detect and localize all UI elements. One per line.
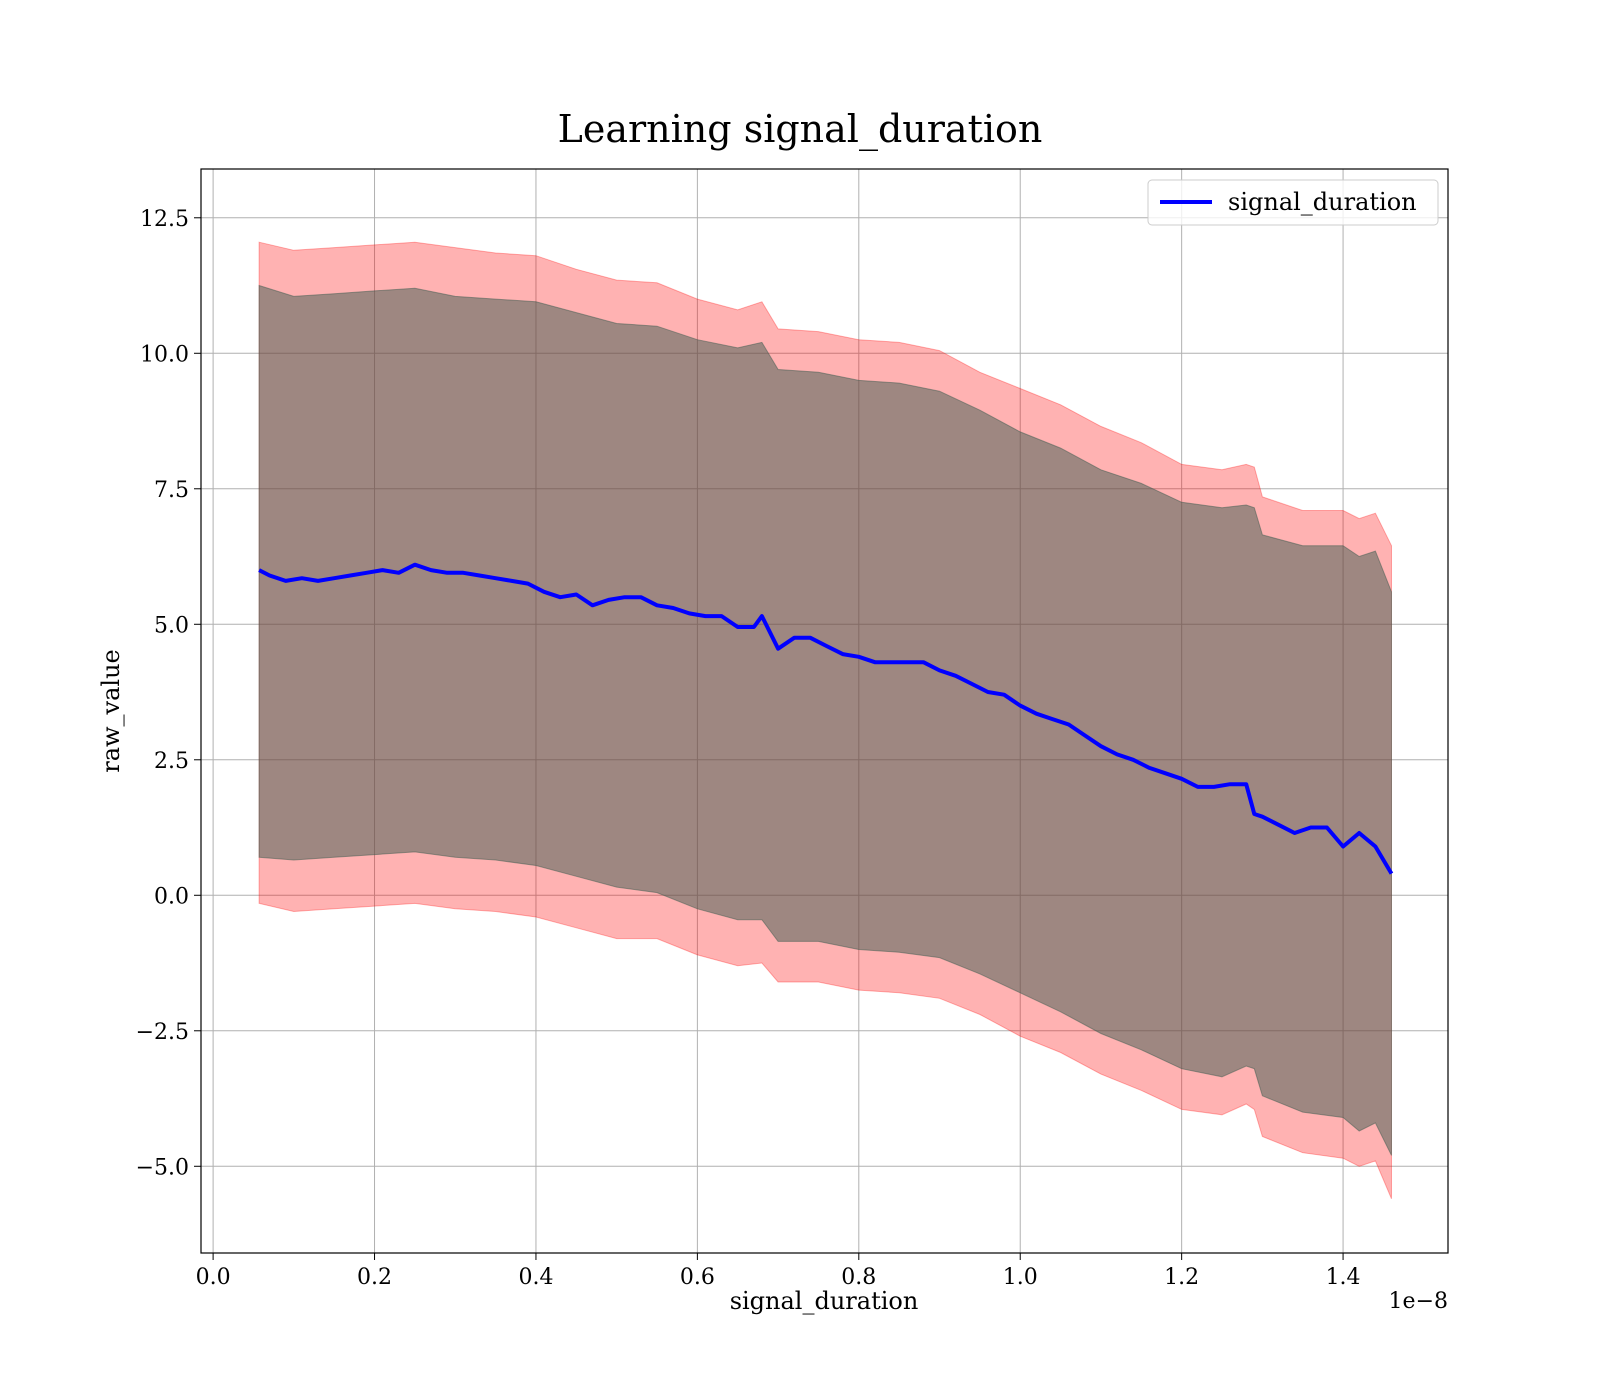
x-tick-label: 0.0 bbox=[196, 1265, 231, 1290]
legend: signal_duration bbox=[1147, 179, 1439, 226]
plot-frame bbox=[200, 168, 1449, 1254]
x-tick-label: 1.2 bbox=[1164, 1265, 1199, 1290]
x-tick-label: 0.4 bbox=[518, 1265, 553, 1290]
legend-label: signal_duration bbox=[1228, 188, 1417, 216]
x-tick-label: 1.4 bbox=[1326, 1265, 1361, 1290]
x-tick-label: 1.0 bbox=[1003, 1265, 1038, 1290]
x-axis: 0.0 0.2 0.4 0.6 0.8 1.0 1.2 1.4 bbox=[196, 1253, 1361, 1290]
series-layer bbox=[258, 562, 1394, 875]
y-tick-label: 0.0 bbox=[154, 884, 189, 909]
chart-title: Learning signal_duration bbox=[558, 107, 1043, 152]
y-tick-label: 7.5 bbox=[154, 478, 189, 503]
y-tick-label: −2.5 bbox=[136, 1020, 189, 1045]
y-tick-label: 5.0 bbox=[154, 613, 189, 638]
series-line-signal_duration bbox=[258, 562, 1394, 875]
legend-box bbox=[1147, 179, 1439, 226]
x-tick-label: 0.6 bbox=[680, 1265, 715, 1290]
band-layer bbox=[258, 241, 1392, 1199]
x-tick-label: 0.2 bbox=[357, 1265, 392, 1290]
y-axis-label: raw_value bbox=[97, 649, 125, 773]
x-tick-label: 0.8 bbox=[841, 1265, 876, 1290]
y-axis: 12.5 10.0 7.5 5.0 2.5 0.0 −2.5 −5.0 bbox=[136, 207, 201, 1180]
y-tick-label: 10.0 bbox=[140, 342, 189, 367]
y-tick-label: 12.5 bbox=[140, 207, 189, 232]
y-tick-label: −5.0 bbox=[136, 1155, 189, 1180]
y-tick-label: 2.5 bbox=[154, 749, 189, 774]
x-offset-text: 1e−8 bbox=[1389, 1289, 1448, 1314]
inner-confidence-band bbox=[258, 284, 1392, 1156]
x-axis-label: signal_duration bbox=[730, 1287, 919, 1315]
